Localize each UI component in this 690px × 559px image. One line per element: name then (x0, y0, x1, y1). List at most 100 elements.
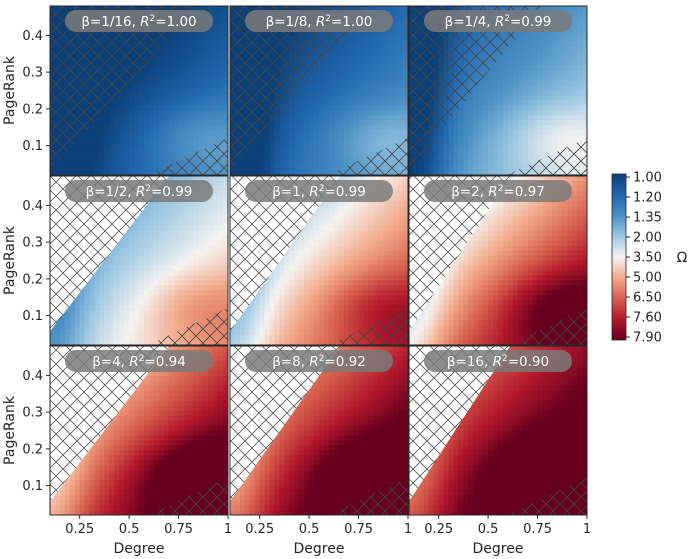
heat-cell (269, 130, 276, 136)
heat-cell (148, 225, 155, 232)
heat-cell (363, 50, 370, 57)
heat-cell (178, 310, 185, 316)
heat-cell (173, 55, 180, 62)
heat-cell (178, 45, 185, 52)
heat-cell (259, 140, 266, 146)
heat-cell (572, 35, 578, 42)
heat-cell (323, 160, 330, 166)
heat-cell (153, 335, 160, 341)
heat-cell (428, 160, 435, 166)
heat-cell (124, 300, 130, 306)
heat-cell (173, 140, 180, 146)
heat-cell (353, 65, 360, 72)
heat-cell (498, 120, 504, 126)
heat-cell (403, 95, 408, 102)
heat-cell (183, 90, 190, 97)
heat-cell (139, 250, 145, 257)
heat-cell (99, 160, 105, 166)
heat-cell (299, 125, 305, 131)
heat-cell (319, 120, 325, 126)
heat-cell (188, 315, 194, 321)
heat-cell (532, 150, 539, 156)
heat-cell (478, 105, 484, 111)
heat-cell (208, 130, 214, 136)
heat-cell (348, 45, 355, 52)
heat-cell (218, 40, 224, 47)
heat-cell (512, 145, 519, 151)
heat-cell (163, 80, 170, 87)
heat-cell (239, 155, 246, 161)
heat-cell (143, 110, 150, 116)
heat-cell (134, 95, 140, 102)
heat-cell (148, 125, 155, 131)
heat-cell (178, 75, 185, 82)
heat-cell (323, 125, 330, 131)
heat-cell (109, 130, 115, 136)
heat-cell (89, 325, 96, 331)
heat-cell (218, 265, 224, 272)
heat-cell (148, 260, 155, 267)
heat-cell (139, 130, 145, 136)
heat-cell (79, 150, 86, 156)
heat-cell (428, 170, 435, 175)
heat-cell (458, 115, 464, 121)
heat-cell (532, 140, 539, 146)
heat-cell (274, 140, 281, 146)
heat-cell (348, 160, 355, 166)
heat-cell (498, 70, 504, 77)
heat-cell (59, 315, 66, 321)
heat-cell (168, 40, 175, 47)
heat-cell (299, 150, 305, 156)
heat-cell (572, 90, 578, 97)
heat-cell (269, 160, 276, 166)
heat-cell (168, 55, 175, 62)
heat-cell (493, 165, 499, 171)
heat-cell (89, 280, 96, 286)
heat-cell (173, 290, 180, 296)
heat-cell (203, 130, 209, 136)
heat-cell (552, 140, 558, 146)
heat-cell (163, 285, 170, 291)
heat-cell (328, 105, 335, 111)
heat-cell (378, 145, 384, 151)
heat-cell (218, 30, 224, 37)
heat-cell (168, 320, 175, 326)
heat-cell (463, 115, 469, 121)
heat-cell (299, 115, 305, 121)
heat-cell (129, 160, 135, 166)
heat-cell (193, 40, 199, 47)
hatched-region (50, 176, 170, 332)
heat-cell (183, 280, 190, 286)
heat-cell (522, 70, 529, 77)
heat-cell (393, 45, 399, 52)
heat-cell (483, 160, 489, 166)
heat-cell (373, 6, 379, 12)
heat-cell (223, 240, 228, 247)
heat-cell (129, 105, 135, 111)
heat-cell (383, 60, 389, 67)
heat-cell (403, 20, 408, 27)
heat-cell (478, 165, 484, 171)
heat-cell (168, 65, 175, 72)
heat-cell (309, 130, 315, 136)
heat-cell (213, 275, 219, 281)
heat-cell (114, 125, 120, 131)
heat-cell (572, 75, 578, 82)
heat-cell (163, 305, 170, 311)
heat-cell (478, 95, 484, 102)
heat-cell (577, 50, 583, 57)
heat-cell (274, 155, 281, 161)
heat-cell (153, 90, 160, 97)
heat-cell (109, 110, 115, 116)
heat-cell (153, 295, 160, 301)
heat-cell (94, 330, 101, 336)
heat-cell (338, 155, 345, 161)
heat-cell (557, 140, 563, 146)
heat-cell (473, 165, 479, 171)
heat-cell (119, 275, 125, 281)
heat-cell (269, 165, 276, 171)
heat-cell (183, 70, 190, 77)
heat-cell (99, 140, 105, 146)
heat-cell (129, 280, 135, 286)
heat-cell (259, 150, 266, 156)
